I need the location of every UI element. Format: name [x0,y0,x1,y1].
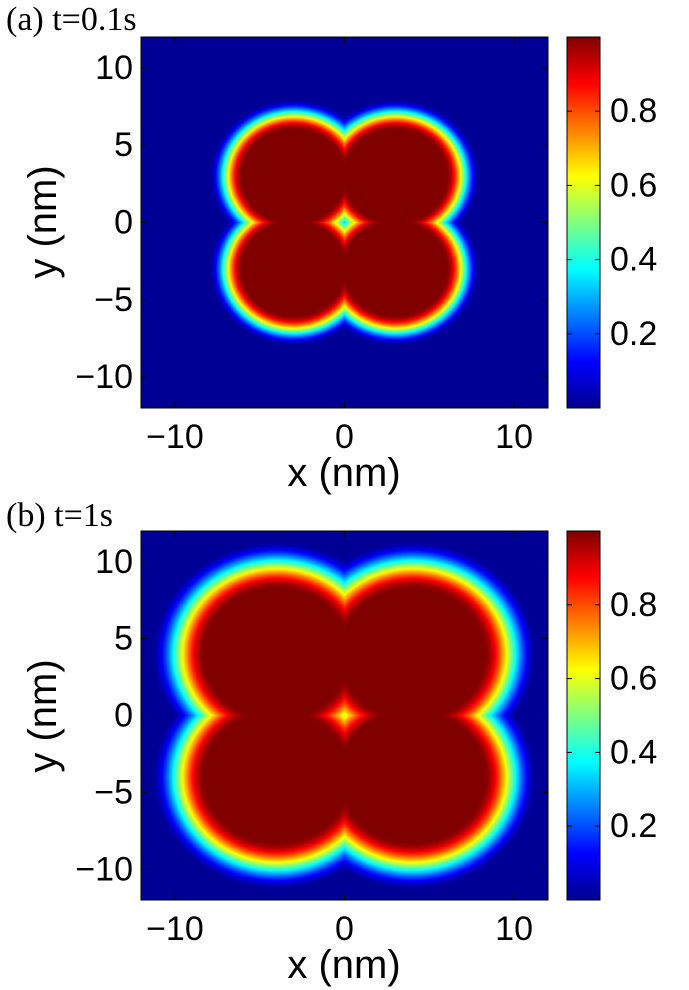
y-tick-label: −10 [75,358,133,396]
colorbar-tick-label: 0.2 [610,807,657,845]
heatmap-canvas-b [141,531,548,900]
y-tick-labels-a: −10 −5 0 5 10 [75,49,548,396]
y-tick-label: 0 [114,697,133,735]
colorbar-tick-label: 0.4 [610,733,657,771]
y-tick-label: 5 [114,126,133,164]
x-tick-labels-a: −10 0 10 [146,37,533,456]
y-tick-label: −5 [94,773,133,811]
panel-label-a: (a) t=0.1s [6,1,137,38]
y-tick-label: 10 [95,49,133,87]
colorbar-tick-label: 0.6 [610,166,657,204]
colorbar-tick-label: 0.8 [610,92,657,130]
x-axis-label-b: x (nm) [287,943,400,987]
x-axis-label-a: x (nm) [287,451,400,495]
y-axis-label-a: y (nm) [21,165,65,278]
colorbar-a [566,36,601,409]
colorbar-tick-labels-a: 0.2 0.4 0.6 0.8 [567,92,657,353]
colorbar-tick-label: 0.8 [610,586,657,624]
colorbar-tick-label: 0.6 [610,660,657,698]
y-axis-label-b: y (nm) [21,659,65,772]
x-tick-labels-b: −10 0 10 [146,531,533,948]
y-tick-label: −5 [94,281,133,319]
colorbar-tick-labels-b: 0.2 0.4 0.6 0.8 [567,586,657,845]
x-tick-label: 10 [495,418,533,456]
heatmap-canvas-a [141,37,548,408]
heatmap-panel-a: (a) t=0.1s −10 −5 0 5 10 −10 0 10 x (nm) y (nm… [6,1,657,495]
x-tick-label: −10 [146,418,204,456]
colorbar-b [566,530,601,901]
panel-label-b: (b) t=1s [6,497,113,534]
x-tick-label: −10 [146,910,204,948]
x-tick-label: 0 [335,910,354,948]
y-tick-label: 5 [114,620,133,658]
y-tick-label: 10 [95,543,133,581]
colorbar-tick-label: 0.2 [610,315,657,353]
y-tick-labels-b: −10 −5 0 5 10 [75,543,548,888]
x-tick-label: 10 [495,910,533,948]
colorbar-tick-label: 0.4 [610,241,657,279]
x-tick-label: 0 [335,418,354,456]
y-tick-label: −10 [75,850,133,888]
y-tick-label: 0 [114,204,133,242]
